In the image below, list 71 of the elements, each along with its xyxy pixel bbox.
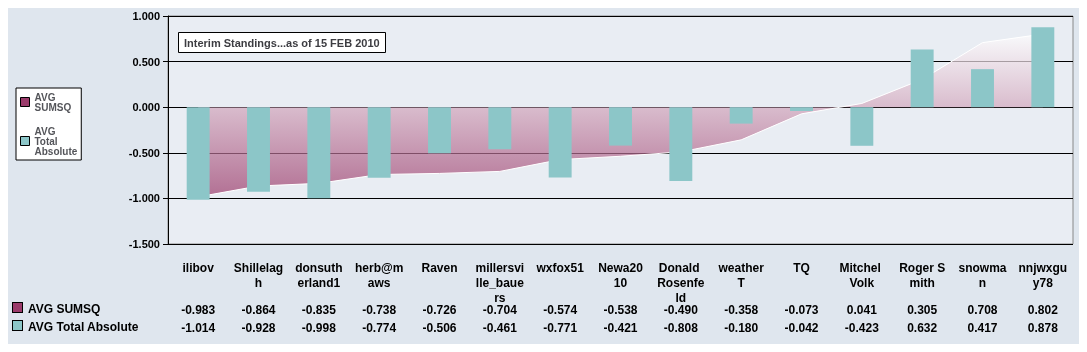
x-tick-label: wxfox51 xyxy=(535,260,585,275)
data-label: -0.928 xyxy=(241,321,276,335)
bar xyxy=(548,107,572,178)
data-label: -0.423 xyxy=(844,321,880,335)
bar xyxy=(850,107,874,146)
x-tick-label: Roger Smith xyxy=(899,260,946,290)
bar xyxy=(609,107,632,146)
bar xyxy=(367,107,391,178)
data-label: -0.808 xyxy=(663,321,699,335)
x-tick-label: Newa2010 xyxy=(598,260,644,290)
data-label: -0.864 xyxy=(241,303,276,317)
x-tick-label: Raven xyxy=(421,260,458,275)
x-tick-label: Mitchel Volk xyxy=(839,260,885,290)
bar xyxy=(669,107,693,181)
data-label: -0.704 xyxy=(482,303,518,317)
x-tick-label: ilibov xyxy=(182,260,215,275)
data-label: -0.738 xyxy=(362,303,397,317)
y-tick-label: 0.500 xyxy=(132,55,160,68)
bar xyxy=(247,107,270,192)
data-label: 0.632 xyxy=(907,321,938,335)
data-label: -0.358 xyxy=(724,303,759,317)
bar xyxy=(1031,27,1055,108)
data-label: 0.878 xyxy=(1027,321,1059,335)
y-tick-label: 0.000 xyxy=(132,101,160,114)
data-label: -0.042 xyxy=(784,321,819,335)
data-label: -1.014 xyxy=(181,321,216,335)
x-tick-label: snowman xyxy=(958,260,1007,290)
data-label: -0.998 xyxy=(301,321,337,335)
bar xyxy=(428,107,451,154)
data-label: -0.574 xyxy=(543,303,578,317)
data-label: -0.538 xyxy=(603,303,638,317)
x-tick-label: millersville_bauers xyxy=(475,260,525,305)
data-label: -0.771 xyxy=(543,321,578,335)
y-tick-label: 1.000 xyxy=(132,10,160,22)
y-tick-label: -1.000 xyxy=(128,192,160,205)
data-label: 0.305 xyxy=(907,303,938,317)
x-tick-label: TQ xyxy=(793,260,810,275)
x-tick-label: Shillelagh xyxy=(233,260,284,290)
data-label: -0.506 xyxy=(422,321,457,335)
y-tick-label: -0.500 xyxy=(128,146,160,159)
data-label: 0.417 xyxy=(967,321,998,335)
bar xyxy=(488,107,512,150)
data-label: -0.421 xyxy=(603,321,638,335)
text: AVG SUMSQ xyxy=(28,302,101,316)
data-label: 0.708 xyxy=(967,303,998,317)
bar xyxy=(729,107,753,124)
text: Interim Standings...as of 15 FEB 2010 xyxy=(184,36,380,49)
bar xyxy=(790,107,813,112)
x-tick-label: nnjwxguy78 xyxy=(1018,260,1068,290)
x-tick-label: weatherT xyxy=(717,260,765,290)
data-label: -0.461 xyxy=(482,321,518,335)
data-label: 0.041 xyxy=(846,303,878,317)
legend-label: AVG Total Absolute xyxy=(34,125,78,157)
data-label: -0.774 xyxy=(362,321,397,335)
bar xyxy=(971,69,994,108)
legend-label: AVG SUMSQ xyxy=(34,91,72,113)
bar xyxy=(910,49,934,108)
bar xyxy=(186,107,210,200)
x-tick-label: Donald Rosenfeld xyxy=(657,260,705,305)
y-tick-label: -1.500 xyxy=(128,238,160,250)
data-label: -0.180 xyxy=(724,321,759,335)
data-label: -0.490 xyxy=(663,303,699,317)
data-label: -0.073 xyxy=(784,303,819,317)
bar xyxy=(307,107,331,199)
data-label: -0.835 xyxy=(301,303,337,317)
data-label: 0.802 xyxy=(1027,303,1059,317)
text: AVG Total Absolute xyxy=(28,320,139,334)
x-tick-label: donsutherland1 xyxy=(295,260,343,290)
x-tick-label: herb@maws xyxy=(354,260,404,290)
data-label: -0.983 xyxy=(181,303,216,317)
data-label: -0.726 xyxy=(422,303,457,317)
